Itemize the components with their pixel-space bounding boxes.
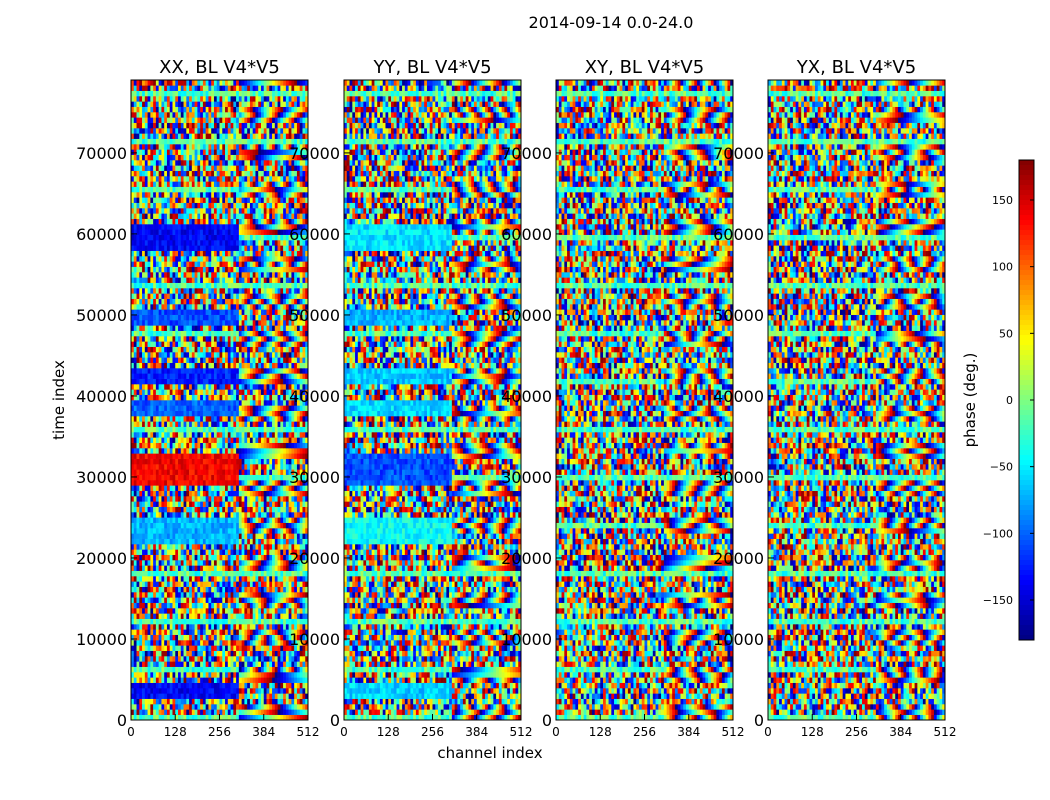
x-tick-label: 384 xyxy=(465,725,488,739)
y-tick-label: 60000 xyxy=(289,225,340,244)
colorbar-tick-label: −100 xyxy=(983,527,1013,540)
x-tick-label: 256 xyxy=(208,725,231,739)
y-tick-label: 20000 xyxy=(501,549,552,568)
y-tick-label: 0 xyxy=(542,711,552,730)
y-tick-label: 10000 xyxy=(713,630,764,649)
y-tick-label: 60000 xyxy=(501,225,552,244)
x-tick-label: 256 xyxy=(633,725,656,739)
panel-xx: XX, BL V4*V5 0 128 256 384 512 0 10000 20000 3000… xyxy=(76,57,319,739)
y-tick-label: 70000 xyxy=(76,144,127,163)
panel-title: YY, BL V4*V5 xyxy=(372,57,491,78)
y-tick-label: 10000 xyxy=(501,630,552,649)
panel-yx: YX, BL V4*V5 0 128 256 384 512 0 10000 20000 3000… xyxy=(713,57,956,739)
y-tick-label: 40000 xyxy=(76,387,127,406)
phase-heatmap-xx xyxy=(131,80,308,720)
x-tick-label: 512 xyxy=(510,725,533,739)
x-axis-label: channel index xyxy=(437,744,542,762)
y-tick-label: 30000 xyxy=(501,468,552,487)
phase-heatmap-yy xyxy=(344,80,521,720)
panel-title: YX, BL V4*V5 xyxy=(796,57,916,78)
x-tick-label: 0 xyxy=(764,725,772,739)
figure-title: 2014-09-14 0.0-24.0 xyxy=(529,13,694,32)
y-tick-label: 50000 xyxy=(76,306,127,325)
y-axis-label: time index xyxy=(50,360,68,440)
y-tick-label: 50000 xyxy=(501,306,552,325)
y-tick-label: 0 xyxy=(117,711,127,730)
x-tick-label: 512 xyxy=(297,725,320,739)
colorbar: 150 100 50 0 −50 −100 −150 xyxy=(983,160,1034,640)
x-tick-label: 384 xyxy=(252,725,275,739)
y-tick-label: 20000 xyxy=(76,549,127,568)
x-tick-label: 0 xyxy=(340,725,348,739)
y-tick-label: 60000 xyxy=(76,225,127,244)
colorbar-tick-label: −50 xyxy=(990,461,1013,474)
x-tick-label: 512 xyxy=(722,725,745,739)
panel-title: XX, BL V4*V5 xyxy=(159,57,280,78)
y-tick-label: 0 xyxy=(754,711,764,730)
y-tick-label: 70000 xyxy=(501,144,552,163)
x-tick-label: 128 xyxy=(164,725,187,739)
colorbar-tick-label: 0 xyxy=(1006,394,1013,407)
colorbar-label: phase (deg.) xyxy=(961,353,979,448)
y-tick-label: 10000 xyxy=(76,630,127,649)
colorbar-tick-label: 50 xyxy=(999,327,1013,340)
y-tick-label: 20000 xyxy=(713,549,764,568)
x-tick-label: 0 xyxy=(552,725,560,739)
panels: XX, BL V4*V5 0 128 256 384 512 0 10000 20000 3000… xyxy=(76,57,956,739)
y-tick-label: 40000 xyxy=(713,387,764,406)
panel-yy: YY, BL V4*V5 0 128 256 384 512 0 10000 20000 3000… xyxy=(289,57,532,739)
figure: 2014-09-14 0.0-24.0 channel index time i… xyxy=(0,0,1050,800)
panel-title: XY, BL V4*V5 xyxy=(585,57,704,78)
x-tick-label: 128 xyxy=(801,725,824,739)
x-tick-label: 256 xyxy=(421,725,444,739)
y-tick-label: 30000 xyxy=(713,468,764,487)
y-tick-label: 50000 xyxy=(289,306,340,325)
y-tick-label: 10000 xyxy=(289,630,340,649)
phase-heatmap-xy xyxy=(556,80,733,720)
y-tick-label: 30000 xyxy=(289,468,340,487)
y-tick-label: 20000 xyxy=(289,549,340,568)
x-tick-label: 128 xyxy=(377,725,400,739)
y-tick-label: 40000 xyxy=(501,387,552,406)
x-tick-label: 128 xyxy=(589,725,612,739)
x-tick-label: 384 xyxy=(889,725,912,739)
y-tick-label: 50000 xyxy=(713,306,764,325)
y-tick-label: 70000 xyxy=(713,144,764,163)
colorbar-tick-label: 150 xyxy=(992,194,1013,207)
x-tick-label: 256 xyxy=(845,725,868,739)
panel-xy: XY, BL V4*V5 0 128 256 384 512 0 10000 20000 3000… xyxy=(501,57,744,739)
colorbar-tick-label: 100 xyxy=(992,261,1013,274)
y-tick-label: 70000 xyxy=(289,144,340,163)
y-tick-label: 30000 xyxy=(76,468,127,487)
x-tick-label: 512 xyxy=(934,725,957,739)
x-tick-label: 0 xyxy=(127,725,135,739)
x-tick-label: 384 xyxy=(677,725,700,739)
y-tick-label: 0 xyxy=(330,711,340,730)
colorbar-tick-label: −150 xyxy=(983,594,1013,607)
y-tick-label: 40000 xyxy=(289,387,340,406)
phase-heatmap-yx xyxy=(768,80,945,720)
y-tick-label: 60000 xyxy=(713,225,764,244)
